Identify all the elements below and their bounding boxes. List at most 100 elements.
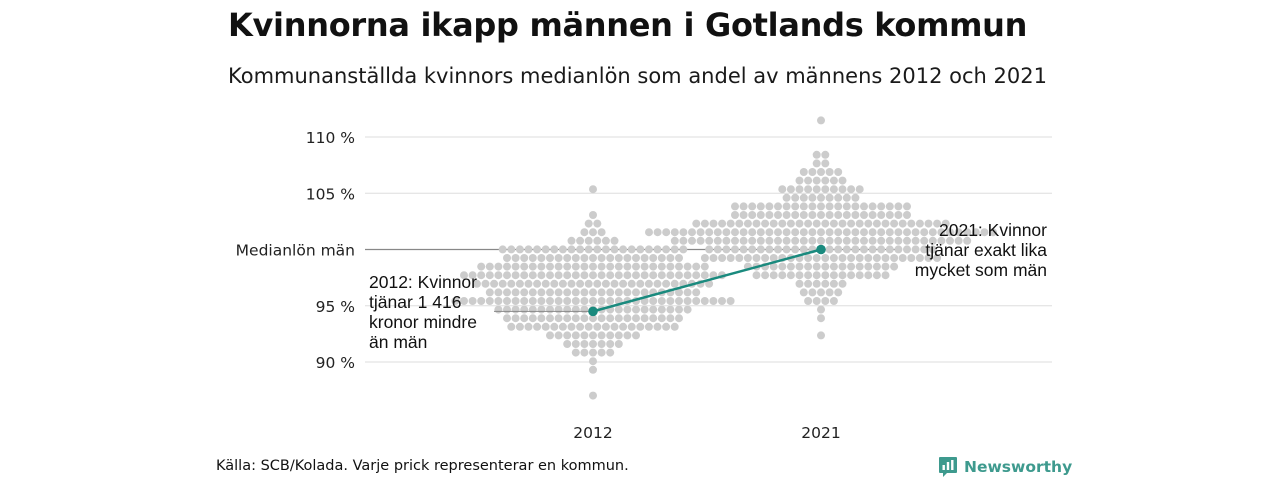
municipality-dot (799, 168, 808, 176)
municipality-dot (670, 236, 679, 245)
municipality-dot (726, 254, 735, 262)
municipality-dot (817, 314, 825, 323)
municipality-dot (645, 228, 653, 237)
municipality-dot (451, 297, 460, 305)
municipality-dot (834, 168, 843, 176)
municipality-dot (786, 271, 795, 280)
municipality-dot (808, 202, 817, 211)
municipality-dot (571, 288, 580, 297)
municipality-dot (597, 348, 606, 357)
municipality-dot (546, 288, 554, 297)
municipality-dot (688, 228, 696, 237)
municipality-dot (713, 228, 722, 237)
municipality-dot (795, 271, 804, 280)
municipality-dot (537, 271, 546, 280)
municipality-dot (683, 305, 692, 314)
municipality-dot (683, 297, 692, 305)
municipality-dot (739, 211, 748, 219)
municipality-dot (933, 254, 942, 262)
municipality-dot (700, 219, 709, 228)
municipality-dot (769, 219, 778, 228)
municipality-dot (847, 219, 856, 228)
municipality-dot (580, 228, 589, 237)
municipality-dot (700, 271, 709, 280)
municipality-dot (825, 193, 834, 202)
municipality-dot (692, 288, 701, 297)
municipality-dot (597, 288, 606, 297)
municipality-dot (541, 279, 550, 288)
municipality-dot (821, 297, 830, 305)
municipality-dot (731, 202, 739, 211)
municipality-dot (546, 314, 554, 323)
newsworthy-wordmark: Newsworthy (964, 458, 1073, 476)
municipality-dot (589, 391, 597, 400)
municipality-dot (670, 279, 679, 288)
municipality-dot (864, 262, 873, 271)
municipality-dot (623, 314, 632, 323)
municipality-dot (731, 228, 739, 237)
municipality-dot (679, 245, 688, 254)
municipality-dot (804, 279, 813, 288)
municipality-dot (524, 322, 533, 331)
municipality-dot (688, 236, 696, 245)
municipality-dot (903, 228, 911, 237)
municipality-dot (898, 219, 907, 228)
municipality-dot (834, 245, 843, 254)
municipality-dot (855, 262, 864, 271)
municipality-dot (855, 271, 864, 280)
municipality-dot (640, 262, 649, 271)
municipality-dot (705, 245, 714, 254)
municipality-dot (980, 228, 989, 237)
municipality-dot (842, 228, 851, 237)
municipality-dot (528, 314, 537, 323)
municipality-dot (778, 262, 787, 271)
municipality-dot (774, 228, 782, 237)
municipality-dot (520, 254, 529, 262)
municipality-dot (774, 236, 782, 245)
municipality-dot (752, 219, 761, 228)
x-tick-label: 2021 (801, 424, 840, 442)
municipality-dot (812, 176, 821, 185)
municipality-dot (847, 185, 856, 194)
municipality-dot (808, 288, 817, 297)
municipality-dot (903, 236, 911, 245)
municipality-dot (946, 236, 954, 245)
municipality-dot (503, 314, 511, 323)
municipality-dot (649, 262, 658, 271)
municipality-dot (894, 202, 903, 211)
municipality-dot (937, 236, 946, 245)
municipality-dot (515, 279, 524, 288)
municipality-dot (666, 271, 675, 280)
municipality-dot (903, 202, 911, 211)
municipality-dot (692, 297, 701, 305)
municipality-dot (812, 219, 821, 228)
y-tick-label: 90 % (316, 354, 355, 372)
municipality-dot (644, 245, 653, 254)
municipality-dot (834, 211, 843, 219)
municipality-dot (546, 254, 554, 262)
municipality-dot (817, 116, 825, 125)
municipality-dot (954, 228, 963, 237)
municipality-dot (713, 245, 722, 254)
municipality-dot (799, 228, 808, 237)
municipality-dot (558, 322, 567, 331)
municipality-dot (821, 176, 830, 185)
municipality-dot (485, 262, 494, 271)
municipality-dot (580, 340, 589, 348)
municipality-dot (498, 279, 507, 288)
municipality-dot (606, 262, 615, 271)
newsworthy-logo: Newsworthy (938, 456, 1072, 478)
municipality-dot (636, 245, 645, 254)
municipality-dot (791, 211, 800, 219)
municipality-dot (593, 236, 602, 245)
municipality-dot (834, 228, 843, 237)
municipality-dot (614, 262, 623, 271)
municipality-dot (632, 314, 640, 323)
municipality-dot (825, 245, 834, 254)
municipality-dot (614, 254, 623, 262)
municipality-dot (640, 254, 649, 262)
municipality-dot (817, 236, 825, 245)
municipality-dot (623, 271, 632, 280)
municipality-dot (498, 245, 507, 254)
municipality-dot (743, 254, 752, 262)
